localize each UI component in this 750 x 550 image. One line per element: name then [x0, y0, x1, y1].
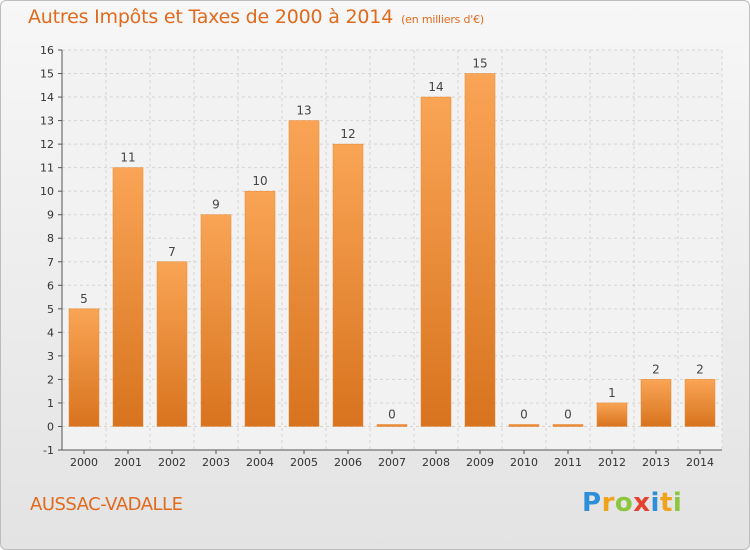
chart-title-text: Autres Impôts et Taxes de 2000 à 2014	[28, 6, 394, 28]
data-label: 9	[212, 198, 220, 212]
data-label: 5	[80, 292, 88, 306]
data-label: 7	[168, 245, 176, 259]
bar	[68, 308, 100, 427]
y-tick-label: 2	[47, 373, 54, 386]
x-tick-label: 2008	[422, 456, 450, 469]
x-tick-label: 2007	[378, 456, 406, 469]
labels: -101234567891011121314151652000112001720…	[40, 44, 714, 469]
bar	[332, 143, 364, 427]
data-label: 15	[472, 57, 487, 71]
bar	[376, 424, 408, 427]
x-tick-label: 2003	[202, 456, 230, 469]
y-tick-label: 12	[40, 138, 54, 151]
y-tick-label: 11	[40, 162, 54, 175]
x-tick-label: 2000	[70, 456, 98, 469]
data-label: 1	[608, 386, 616, 400]
y-tick-label: -1	[43, 444, 54, 457]
bar	[200, 214, 232, 427]
logo-letter: i	[672, 488, 683, 518]
y-tick-label: 9	[47, 209, 54, 222]
logo-letter: i	[650, 488, 660, 518]
bar	[288, 120, 320, 427]
data-label: 0	[388, 407, 396, 421]
data-label: 13	[296, 104, 311, 118]
data-label: 11	[120, 151, 135, 165]
y-tick-label: 5	[47, 303, 54, 316]
axes	[58, 49, 722, 454]
bar	[684, 379, 716, 427]
y-tick-label: 3	[47, 350, 54, 363]
commune-name: AUSSAC-VADALLE	[30, 494, 183, 515]
bar	[640, 379, 672, 427]
bar	[596, 402, 628, 427]
data-label: 0	[520, 407, 528, 421]
x-tick-label: 2012	[598, 456, 626, 469]
y-tick-label: 15	[40, 68, 54, 81]
logo-letter: x	[633, 488, 651, 518]
y-tick-label: 6	[47, 279, 54, 292]
bar	[244, 190, 276, 427]
proxiti-logo[interactable]: Proxiti	[582, 488, 682, 518]
bar	[552, 424, 584, 427]
bar	[112, 167, 144, 427]
logo-letter: o	[614, 488, 634, 518]
x-tick-label: 2002	[158, 456, 186, 469]
data-label: 14	[428, 80, 443, 94]
y-tick-label: 7	[47, 256, 54, 269]
logo-letter: r	[601, 488, 615, 518]
y-tick-label: 10	[40, 185, 54, 198]
x-tick-label: 2006	[334, 456, 362, 469]
y-tick-label: 1	[47, 397, 54, 410]
data-label: 10	[252, 174, 267, 188]
y-tick-label: 8	[47, 232, 54, 245]
x-tick-label: 2009	[466, 456, 494, 469]
x-tick-label: 2005	[290, 456, 318, 469]
data-label: 12	[340, 127, 355, 141]
x-tick-label: 2013	[642, 456, 670, 469]
data-label: 0	[564, 407, 572, 421]
x-tick-label: 2014	[686, 456, 714, 469]
x-tick-label: 2010	[510, 456, 538, 469]
bar	[508, 424, 540, 427]
x-tick-label: 2004	[246, 456, 274, 469]
data-label: 2	[696, 362, 704, 376]
bars	[68, 73, 716, 427]
bar	[420, 96, 452, 427]
bar	[156, 261, 188, 427]
x-tick-label: 2011	[554, 456, 582, 469]
chart-title: Autres Impôts et Taxes de 2000 à 2014 (en…	[28, 6, 484, 28]
data-label: 2	[652, 362, 660, 376]
y-tick-label: 14	[40, 91, 54, 104]
y-tick-label: 4	[47, 326, 54, 339]
chart-subtitle: (en milliers d'€)	[401, 13, 484, 26]
bar	[464, 73, 496, 427]
logo-letter: t	[659, 488, 673, 518]
x-tick-label: 2001	[114, 456, 142, 469]
y-tick-label: 0	[47, 420, 54, 433]
logo-letter: P	[582, 488, 602, 518]
y-tick-label: 13	[40, 115, 54, 128]
y-tick-label: 16	[40, 44, 54, 57]
